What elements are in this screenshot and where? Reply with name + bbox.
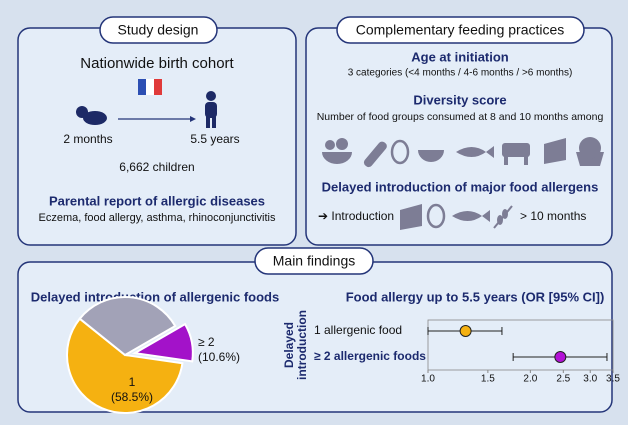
diversity-text: Number of food groups consumed at 8 and … [317,111,604,123]
row-label: ≥ 2 allergenic foods [314,349,426,363]
x-tick-label: 2.5 [556,374,570,385]
x-tick-label: 1.5 [481,374,495,385]
pie-title: Delayed introduction of allergenic foods [31,289,279,304]
cohort: Nationwide birth cohort [80,55,234,72]
row-label: 1 allergenic food [314,323,402,337]
report-text: Eczema, food allergy, asthma, rhinoconju… [38,212,276,224]
start-age: 2 months [63,132,112,146]
x-tick-label: 2.0 [523,374,537,385]
section-title: Study design [118,22,199,38]
x-tick-label: 1.0 [421,374,435,385]
intro: ➔ Introduction [318,209,394,223]
y-axis-label: introduction [295,310,309,380]
age-title: Age at initiation [411,49,509,64]
forest-title: Food allergy up to 5.5 years (OR [95% CI… [346,289,605,304]
estimate-point [460,326,471,337]
x-tick-label: 3.0 [583,374,597,385]
section-title: Complementary feeding practices [356,22,565,38]
age-text: 3 categories (<4 months / 4-6 months / >… [348,68,573,79]
section-title: Main findings [273,253,356,269]
slice-value-label: (10.6%) [198,350,240,364]
end-age: 5.5 years [190,132,239,146]
after: > 10 months [520,209,586,223]
diversity-title: Diversity score [413,92,506,107]
slice-value-label: (58.5%) [111,390,153,404]
allergen-title: Delayed introduction of major food aller… [322,179,599,194]
y-axis-label: Delayed [282,322,296,368]
graphical-abstract: Study design Complementary feeding pract… [0,0,628,425]
report-title: Parental report of allergic diseases [49,193,265,208]
estimate-point [555,352,566,363]
flag [138,79,162,95]
slice-label: 1 [129,375,136,389]
x-tick-label: 3.5 [606,374,620,385]
slice-label: ≥ 2 [198,335,215,349]
children: 6,662 children [119,160,194,174]
